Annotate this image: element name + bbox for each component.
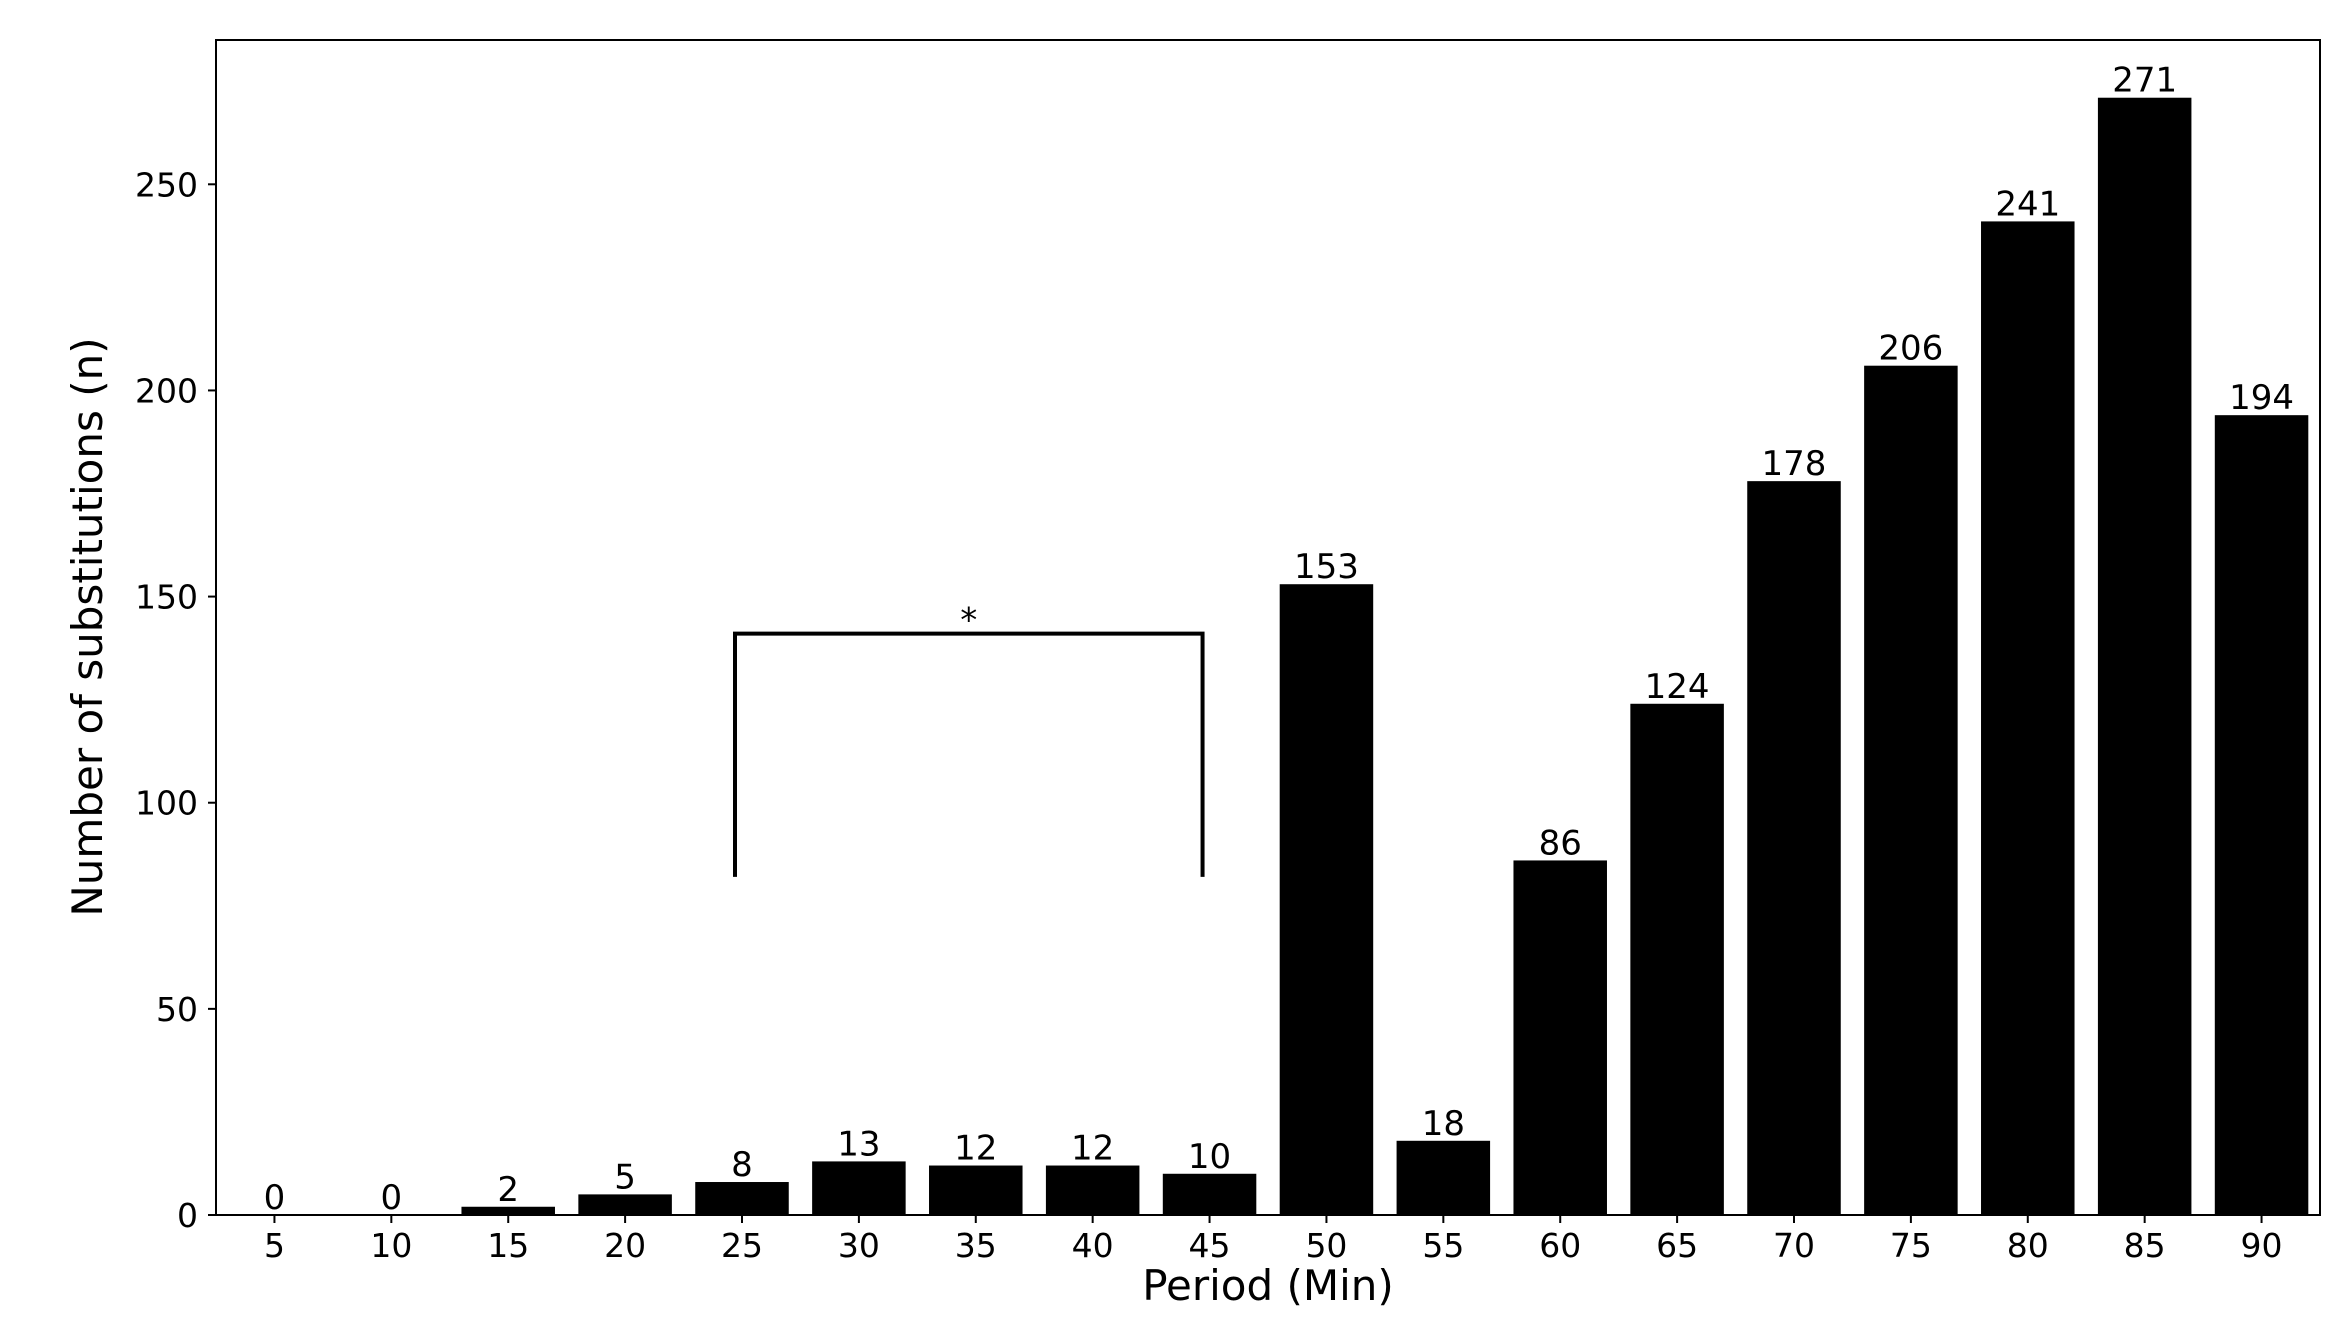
- bar: [2214, 415, 2309, 1216]
- x-tick-label: 45: [1189, 1226, 1231, 1265]
- bar: [1513, 860, 1607, 1215]
- x-tick-label: 70: [1773, 1226, 1815, 1265]
- bar-value-label: 241: [1995, 184, 2060, 224]
- bar-value-label: 153: [1294, 547, 1359, 587]
- bar: [929, 1165, 1023, 1215]
- bar-value-label: 271: [2112, 61, 2177, 101]
- y-axis: 0 50 100 150 200 250: [135, 165, 216, 1235]
- bar-value-label: 12: [1071, 1129, 1114, 1169]
- x-axis-label: Period (Min): [1142, 1261, 1394, 1310]
- bar-value-label: 194: [2229, 378, 2294, 418]
- annotations-group: *: [733, 601, 1205, 877]
- y-tick-label: 50: [156, 990, 198, 1029]
- bar: [578, 1194, 672, 1215]
- bar-value-label: 86: [1539, 823, 1582, 863]
- bar-value-label: 10: [1188, 1137, 1231, 1177]
- bar: [1630, 703, 1724, 1215]
- bar-value-label: 18: [1422, 1104, 1465, 1144]
- bar-value-label: 5: [614, 1157, 636, 1197]
- bar-value-label: 206: [1878, 329, 1943, 369]
- bar-value-label: 0: [264, 1178, 286, 1218]
- x-tick-label: 80: [2007, 1226, 2049, 1265]
- bar-value-label: 8: [731, 1145, 753, 1185]
- bar-value-label: 13: [837, 1124, 880, 1164]
- bar: [1279, 584, 1374, 1215]
- y-tick-label: 250: [135, 165, 198, 204]
- x-tick-label: 90: [2241, 1226, 2283, 1265]
- x-tick-label: 85: [2124, 1226, 2166, 1265]
- plot-frame: [215, 39, 2321, 1216]
- y-tick-label: 0: [177, 1196, 198, 1235]
- bar: [1747, 481, 1841, 1215]
- bar-value-label: 0: [381, 1178, 403, 1218]
- x-tick-label: 10: [370, 1226, 412, 1265]
- x-tick-label: 35: [955, 1226, 997, 1265]
- y-axis-label: Number of substitutions (n): [63, 337, 112, 916]
- x-tick-label: 30: [838, 1226, 880, 1265]
- bar-labels-group: 0 0 2 5 8 13 12 12 10 153 18 86 124 178 206 241 271 194: [264, 61, 2294, 1218]
- x-tick-label: 25: [721, 1226, 763, 1265]
- bar: [1045, 1165, 1140, 1215]
- bars-group: [461, 97, 2309, 1216]
- x-tick-label: 5: [264, 1226, 285, 1265]
- bar-value-label: 124: [1645, 667, 1710, 707]
- bar-value-label: 2: [497, 1170, 519, 1210]
- significance-marker: *: [960, 601, 977, 641]
- bar: [1162, 1173, 1257, 1215]
- x-tick-label: 75: [1890, 1226, 1932, 1265]
- bar: [1864, 365, 1958, 1215]
- x-tick-label: 60: [1539, 1226, 1581, 1265]
- x-tick-label: 15: [487, 1226, 529, 1265]
- bar: [461, 1206, 555, 1215]
- bar-value-label: 12: [954, 1129, 997, 1169]
- bar: [2097, 97, 2192, 1216]
- bar-value-label: 178: [1762, 444, 1827, 484]
- significance-bracket: [733, 631, 1205, 877]
- y-tick-label: 150: [135, 578, 198, 617]
- x-tick-label: 40: [1072, 1226, 1114, 1265]
- x-tick-label: 65: [1656, 1226, 1698, 1265]
- x-axis: 5 10 15 20 25 30 35 40 45 50 55 60 65 70 75 80 85 90: [264, 1215, 2283, 1265]
- bar: [812, 1161, 906, 1215]
- bar: [1981, 221, 2075, 1215]
- bar: [1396, 1140, 1491, 1215]
- x-tick-label: 20: [604, 1226, 646, 1265]
- bar: [695, 1182, 789, 1215]
- y-tick-label: 100: [135, 784, 198, 823]
- y-tick-label: 200: [135, 371, 198, 410]
- x-tick-label: 55: [1422, 1226, 1464, 1265]
- x-tick-label: 50: [1305, 1226, 1347, 1265]
